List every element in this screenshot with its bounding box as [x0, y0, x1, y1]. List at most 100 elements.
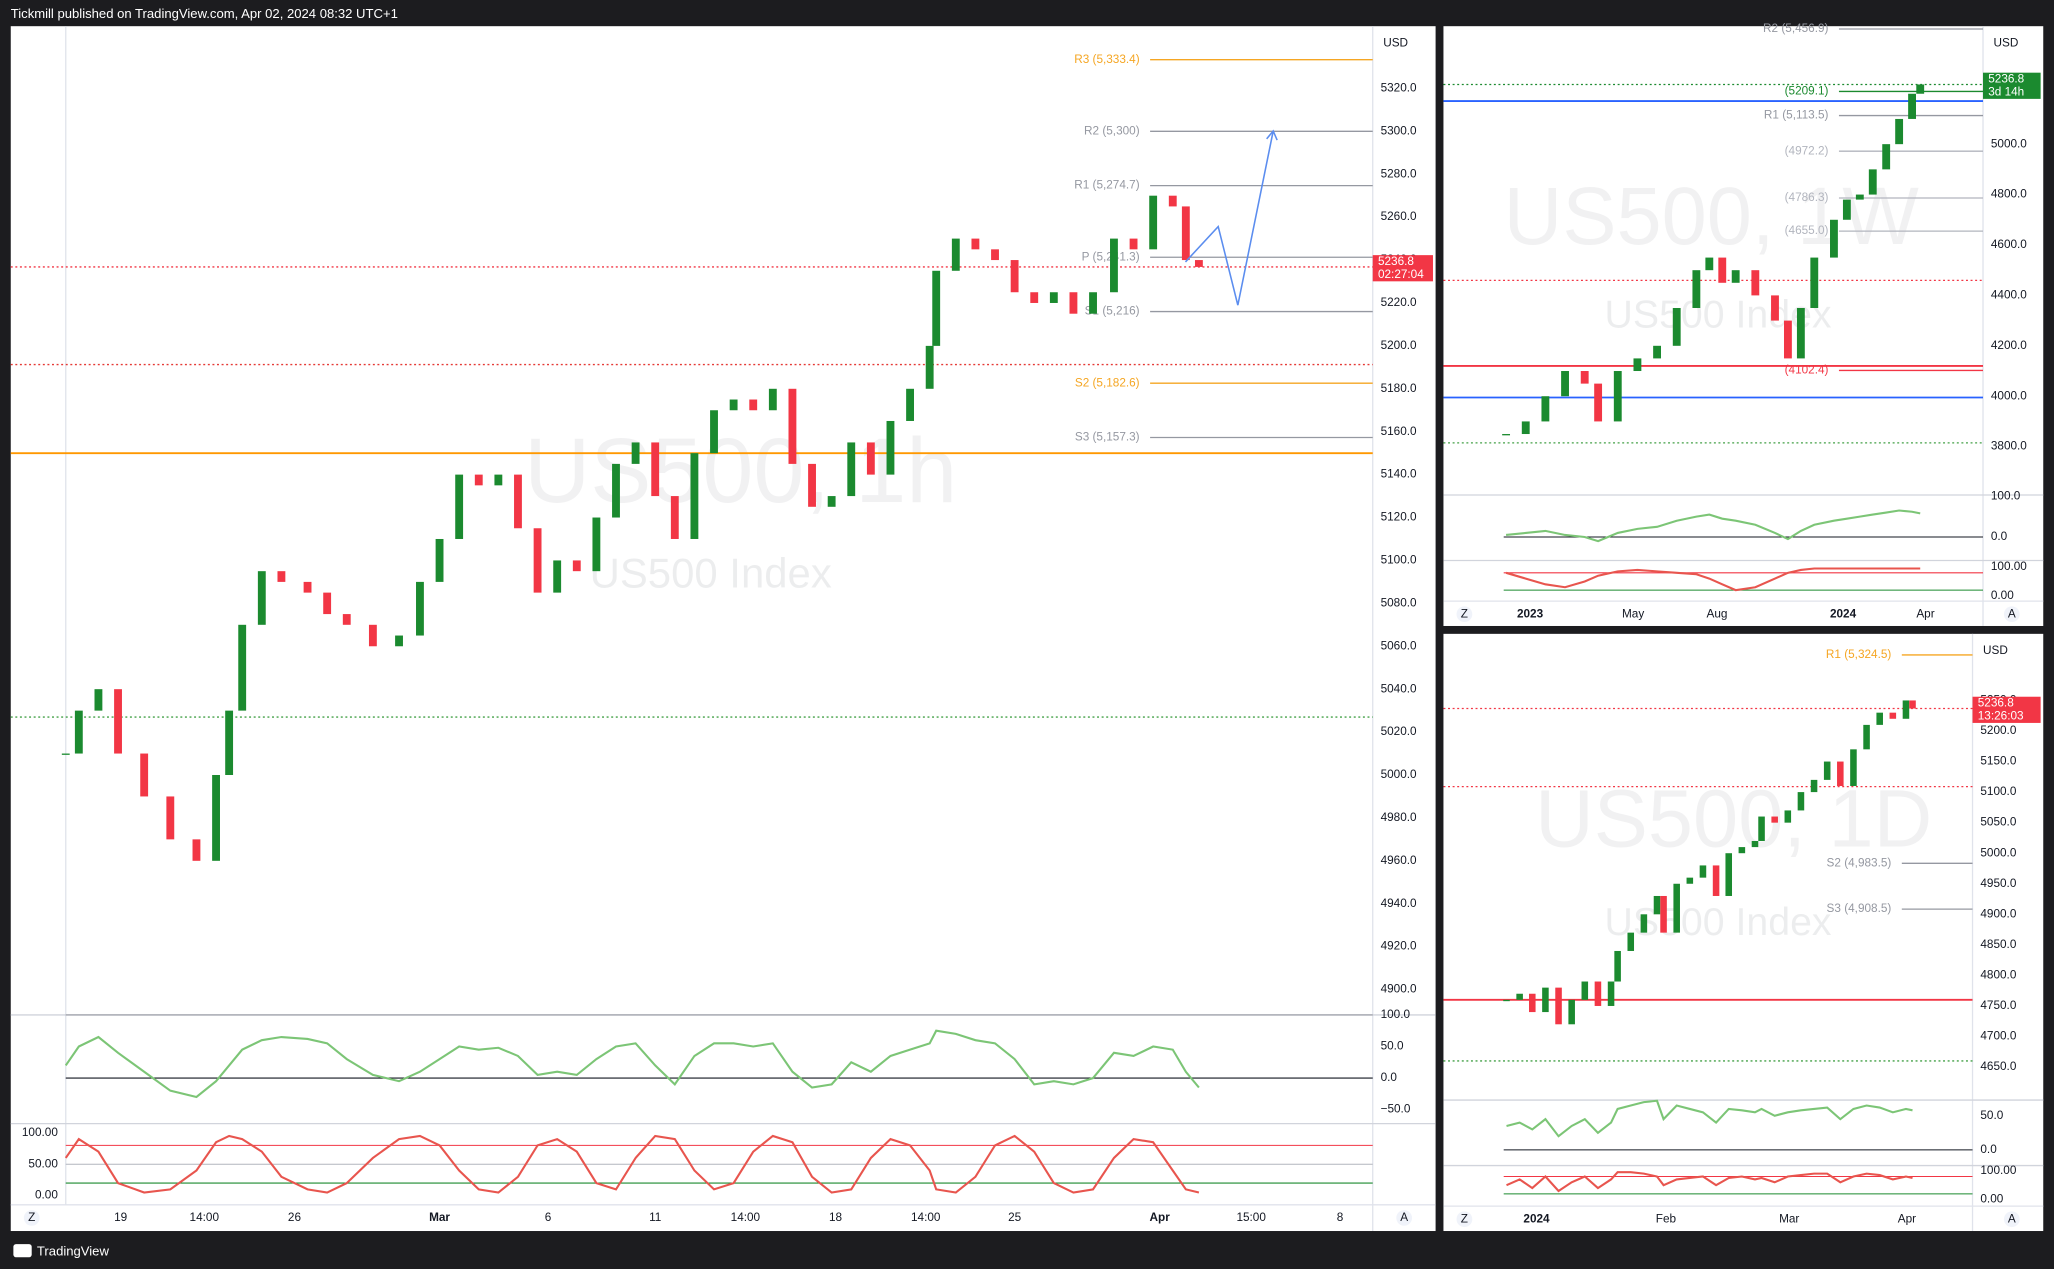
candle — [212, 774, 220, 861]
candle — [651, 442, 660, 497]
candle — [1771, 295, 1779, 321]
candle — [906, 388, 914, 421]
candle — [1672, 307, 1681, 346]
panel — [1443, 26, 2044, 626]
candle — [1640, 914, 1648, 933]
indicator-tick-label: 0.00 — [35, 1189, 58, 1202]
candle — [1168, 195, 1177, 207]
indicator-tick-label: 100.0 — [1381, 1008, 1411, 1021]
pivot-label: (4972.2) — [1785, 144, 1829, 157]
candle — [1699, 865, 1707, 878]
button-bg — [1456, 606, 1473, 623]
candle — [1784, 810, 1792, 823]
candle — [1653, 895, 1661, 915]
pivot-label: R1 (5,274.7) — [1074, 179, 1139, 192]
candle — [1594, 981, 1602, 1006]
watermark: US500, 1h — [524, 420, 957, 522]
y-tick-label: 4750.0 — [1980, 999, 2016, 1012]
y-tick-label: 3800.0 — [1991, 440, 2027, 453]
candle — [1876, 712, 1883, 725]
candle — [1863, 724, 1870, 750]
footer-brand: TradingView — [37, 1243, 110, 1258]
candle — [1895, 118, 1904, 145]
candle — [368, 624, 377, 647]
candle — [1797, 792, 1805, 811]
watermark-subtitle: US500 Index — [590, 549, 832, 596]
candle — [1129, 238, 1138, 250]
button-bg — [2003, 1211, 2020, 1228]
indicator-tick-label: 100.00 — [1980, 1164, 2016, 1177]
x-tick-label: Aug — [1707, 607, 1728, 620]
candle — [612, 463, 620, 518]
candle — [749, 399, 758, 411]
candle — [1705, 257, 1714, 271]
indicator-line — [1506, 1099, 1913, 1138]
y-tick-label: 4940.0 — [1381, 897, 1417, 910]
y-tick-label: 5150.0 — [1980, 755, 2016, 768]
y-tick-label: 5050.0 — [1980, 816, 2016, 829]
indicator-tick-label: 50.00 — [28, 1157, 58, 1170]
pivot-label: S2 (4,983.5) — [1827, 856, 1892, 869]
candle — [1653, 345, 1662, 359]
y-tick-label: 5200.0 — [1381, 339, 1417, 352]
candle — [474, 474, 483, 486]
candle — [1758, 816, 1765, 841]
button[interactable]: A — [2008, 607, 2016, 620]
y-tick-label: 5040.0 — [1381, 682, 1417, 695]
candle — [1830, 219, 1838, 258]
button[interactable]: A — [1400, 1211, 1408, 1224]
candle — [1810, 257, 1819, 308]
candle — [1882, 144, 1891, 170]
button[interactable]: Z — [1461, 607, 1468, 620]
candle — [395, 635, 403, 647]
price-label-box — [1372, 255, 1433, 282]
x-tick-label: Apr — [1898, 1212, 1916, 1225]
indicator-tick-label: −50.0 — [1381, 1103, 1411, 1116]
price-timer: 02:27:04 — [1378, 268, 1424, 281]
candle — [514, 474, 522, 529]
pivot-label: S3 (5,157.3) — [1075, 431, 1140, 444]
candle — [1718, 257, 1727, 283]
y-tick-label: 4920.0 — [1381, 940, 1417, 953]
candle — [788, 388, 797, 464]
button[interactable]: Z — [1461, 1212, 1468, 1225]
candle — [631, 442, 640, 464]
candle — [1725, 853, 1733, 896]
candle — [991, 249, 999, 261]
candle — [277, 571, 286, 582]
candle — [1916, 84, 1925, 94]
candle — [225, 710, 234, 775]
x-tick-label: Mar — [1779, 1212, 1799, 1225]
candle — [1738, 847, 1746, 854]
candle — [166, 796, 175, 840]
logo — [13, 1244, 32, 1258]
candle — [1868, 169, 1877, 195]
candle — [114, 689, 122, 754]
candle — [1542, 987, 1549, 1013]
candle — [1529, 993, 1536, 1013]
candle — [140, 753, 149, 797]
candle — [1908, 93, 1916, 119]
y-tick-label: 4700.0 — [1980, 1030, 2016, 1043]
candle — [1561, 371, 1569, 397]
candle — [1686, 877, 1694, 884]
y-tick-label: 5160.0 — [1381, 425, 1417, 438]
candle — [1627, 932, 1635, 951]
y-tick-label: 4000.0 — [1991, 389, 2027, 402]
button-bg — [1396, 1210, 1413, 1226]
indicator-tick-label: 50.0 — [1381, 1040, 1404, 1053]
y-tick-label: 5280.0 — [1381, 167, 1417, 180]
forecast-arrowhead — [1266, 129, 1278, 141]
candle — [886, 420, 895, 475]
x-tick-label: 6 — [545, 1211, 552, 1224]
x-tick-label: 26 — [288, 1211, 302, 1224]
candle — [303, 581, 312, 593]
candle — [1796, 307, 1805, 359]
button[interactable]: A — [2008, 1212, 2016, 1225]
indicator-line — [1506, 1171, 1913, 1193]
candle — [1673, 883, 1680, 933]
button[interactable]: Z — [28, 1211, 35, 1224]
candle — [690, 453, 699, 539]
button-bg — [23, 1210, 40, 1226]
